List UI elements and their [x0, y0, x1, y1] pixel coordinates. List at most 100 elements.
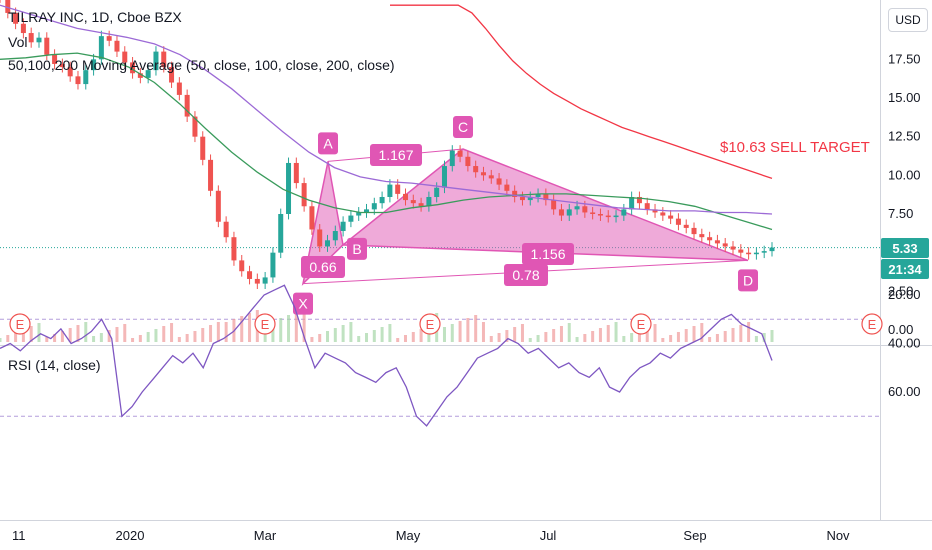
pattern-point-marker	[453, 116, 473, 139]
candle-body	[153, 51, 159, 71]
volume-bar	[341, 325, 345, 342]
candle-body	[130, 62, 136, 74]
earnings-marker-label: E	[426, 317, 435, 332]
pattern-point-label: D	[743, 272, 753, 288]
price-tick-label: 0.00	[888, 322, 913, 337]
candle-body	[558, 209, 564, 216]
candle-body	[730, 246, 736, 250]
rsi-tick-label: 60.00	[888, 384, 921, 399]
volume-bar	[419, 329, 423, 342]
pattern-point-label: C	[458, 119, 468, 135]
volume-bar	[770, 330, 774, 342]
volume-bar	[271, 321, 275, 342]
volume-bar	[201, 328, 205, 342]
candle-body	[402, 193, 408, 201]
price-tick-label: 10.00	[888, 167, 921, 182]
candle-body	[169, 67, 175, 83]
symbol-legend[interactable]: TILRAY INC, 1D, Cboe BZX	[8, 9, 182, 25]
sell-target-annotation: $10.63 SELL TARGET	[720, 139, 870, 156]
volume-bar	[294, 312, 298, 342]
volume-bar	[84, 322, 88, 342]
volume-bar	[536, 335, 540, 342]
candle-body	[457, 150, 463, 157]
candle-body	[364, 209, 370, 213]
volume-bar	[154, 329, 158, 342]
volume-bar	[684, 329, 688, 342]
volume-bar	[29, 326, 33, 342]
moving-average-line	[0, 52, 773, 231]
pattern-ratio-box	[504, 264, 548, 286]
candle-body	[418, 203, 424, 207]
volume-bar	[497, 333, 501, 342]
time-tick-label: Mar	[254, 528, 277, 543]
pattern-ratio-label: 1.156	[530, 246, 565, 262]
candle-body	[519, 196, 525, 201]
volume-bar	[372, 330, 376, 342]
volume-bar	[349, 322, 353, 342]
earnings-marker-label: E	[868, 317, 877, 332]
candle-body	[434, 187, 440, 197]
volume-bar	[474, 315, 478, 342]
time-tick-label: 11	[12, 528, 26, 543]
volume-bar	[193, 331, 197, 342]
volume-bar	[279, 318, 283, 342]
candle-body	[691, 227, 697, 235]
candle-body	[44, 37, 50, 55]
candle-body	[473, 166, 479, 173]
candle-body	[480, 172, 486, 176]
candle-body	[660, 212, 666, 216]
candle-body	[395, 184, 401, 194]
rsi-legend[interactable]: RSI (14, close)	[8, 357, 101, 373]
volume-bar	[53, 334, 57, 342]
candle-body	[738, 249, 744, 253]
volume-legend[interactable]: Vol	[8, 34, 28, 50]
volume-bar	[637, 330, 641, 342]
candle-body	[114, 40, 120, 52]
volume-bar	[606, 325, 610, 342]
candle-body	[184, 94, 190, 117]
volume-bar	[575, 337, 579, 342]
volume-bar	[365, 333, 369, 342]
volume-bar	[209, 325, 213, 342]
volume-bar	[653, 324, 657, 342]
moving-average-legend[interactable]: 50,100,200 Moving Average (50, close, 10…	[8, 57, 395, 73]
candle-body	[5, 0, 11, 13]
volume-bar	[754, 336, 758, 342]
candle-body	[371, 203, 377, 210]
candle-body	[636, 196, 642, 204]
candle-body	[83, 70, 89, 85]
pattern-ratio-box	[522, 243, 574, 265]
earnings-marker-label: E	[16, 317, 25, 332]
price-tick-label: 2.50	[888, 283, 913, 298]
candle-body	[91, 59, 97, 71]
countdown-tag: 21:34	[881, 259, 929, 279]
volume-bar	[37, 323, 41, 342]
volume-bar	[177, 337, 181, 342]
candle-body	[449, 150, 455, 167]
volume-bar	[762, 333, 766, 342]
candle-body	[551, 200, 557, 210]
candle-body	[675, 218, 681, 225]
pattern-point-label: A	[323, 135, 333, 151]
candle-body	[387, 184, 393, 197]
candle-body	[98, 36, 104, 60]
candle-body	[761, 251, 767, 253]
pattern-point-marker	[347, 237, 367, 260]
candle-body	[28, 33, 34, 43]
volume-bar	[544, 332, 548, 342]
candle-body	[161, 51, 167, 68]
candle-body	[699, 234, 705, 238]
candle-body	[714, 240, 720, 244]
candle-body	[582, 206, 588, 213]
candle-body	[605, 215, 611, 218]
candle-body	[262, 277, 268, 284]
volume-bar	[622, 336, 626, 342]
candle-body	[644, 203, 650, 210]
volume-bar	[598, 328, 602, 342]
volume-bar	[583, 334, 587, 342]
candle-body	[239, 260, 245, 272]
currency-button[interactable]: USD	[888, 8, 928, 32]
volume-bar	[723, 331, 727, 342]
candle-body	[496, 178, 502, 185]
candle-body	[535, 193, 541, 197]
